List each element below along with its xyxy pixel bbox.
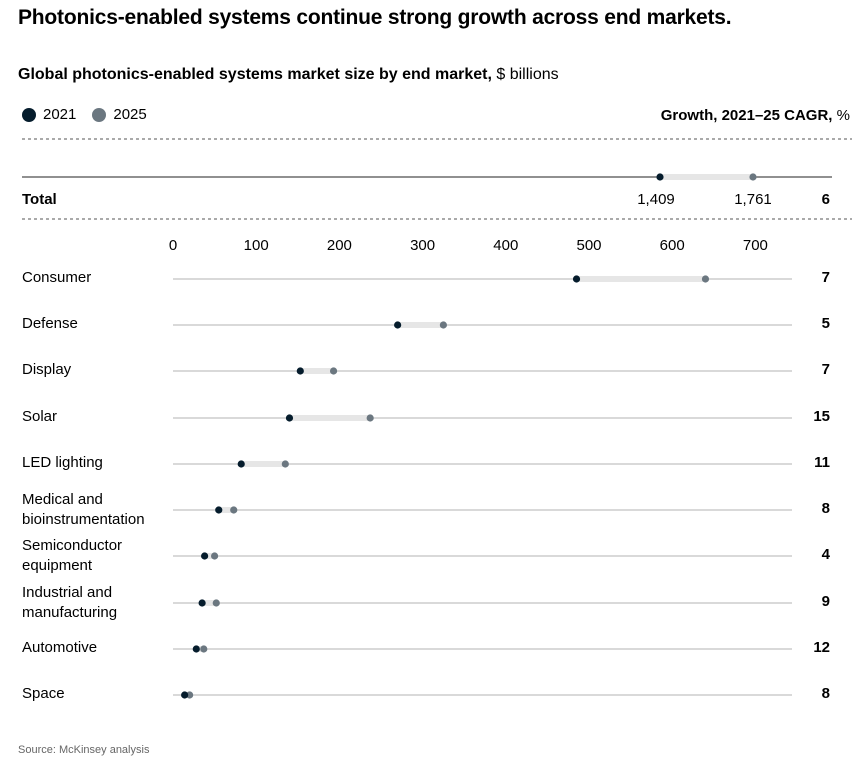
dot-2025 [281,460,289,468]
category-label-line: Semiconductor [22,537,123,554]
category-label: Automotive [22,638,172,658]
x-tick-label: 700 [743,237,768,254]
source-note: Source: McKinsey analysis [18,744,150,756]
dot-2021 [285,414,294,422]
cagr-value: 11 [814,454,830,471]
subtitle-text: Global photonics-enabled systems market … [18,66,492,83]
dot-2021 [572,275,581,283]
category-label-line: Medical and [22,491,103,508]
dot-2025 [212,599,220,607]
category-label-line: Defense [22,315,78,332]
category-label: Space [22,684,172,704]
total-value-2025: 1,761 [734,191,772,208]
category-label-line: Solar [22,408,58,425]
x-tick-label: 500 [576,237,601,254]
dot-2025 [701,275,710,283]
category-label: Defense [22,314,172,334]
x-tick-label: 100 [244,237,269,254]
legend-swatch-2021 [22,107,36,122]
x-tick-label: 200 [327,237,352,254]
subtitle-unit: $ billions [491,66,559,83]
dot-2025 [186,691,194,699]
dot-2025 [211,552,219,560]
category-label-line: manufacturing [22,604,118,621]
growth-header-unit: % [832,107,850,124]
cagr-value: 12 [813,639,830,656]
category-label-line: Display [22,361,72,378]
category-label-line: Automotive [22,639,98,656]
category-label-line: Consumer [22,269,92,286]
growth-header-text: Growth, 2021–25 CAGR, [660,107,833,124]
dot-2021 [192,645,200,653]
category-label: Solar [22,407,172,427]
dot-2021 [296,367,304,375]
cagr-value: 8 [821,500,830,517]
dot-2025 [200,645,208,653]
x-tick-label: 0 [169,237,177,254]
category-label-line: bioinstrumentation [22,511,145,528]
legend-item-2021: 2021 [22,106,76,123]
cagr-value: 5 [821,315,830,332]
category-label: LED lighting [22,453,172,473]
dot-2021 [215,506,223,514]
chart-title: Photonics-enabled systems continue stron… [18,6,732,29]
category-label-line: Space [22,685,65,702]
total-dot-2021 [656,173,664,181]
total-dot-2025 [749,173,757,181]
dot-2025 [230,506,238,514]
x-tick-label: 400 [493,237,518,254]
total-cagr: 6 [822,191,830,208]
category-label: Semiconductor equipment [22,536,172,576]
dot-2025 [366,414,374,422]
total-value-2021: 1,409 [637,191,675,208]
chart-subtitle: Global photonics-enabled systems market … [18,66,559,84]
category-label-line: LED lighting [22,454,103,471]
cagr-value: 7 [821,361,830,378]
category-label: Industrial and manufacturing [22,583,172,623]
legend-label-2025: 2025 [113,106,147,123]
dot-2021 [198,599,206,607]
cagr-value: 9 [821,593,830,610]
dot-2021 [201,552,209,560]
legend-label-2021: 2021 [43,106,77,123]
x-tick-label: 300 [410,237,435,254]
category-label-line: equipment [22,557,93,574]
growth-header: Growth, 2021–25 CAGR, % [661,107,850,124]
dot-2021 [394,321,402,329]
cagr-value: 8 [821,685,830,702]
legend-swatch-2025 [92,107,107,122]
legend-item-2025: 2025 [92,106,147,123]
dot-2025 [329,367,338,375]
cagr-value: 15 [813,408,830,425]
dot-2021 [181,691,189,699]
category-label-line: Industrial and [22,584,113,601]
category-label: Medical and bioinstrumentation [22,490,172,530]
category-label: Display [22,360,172,380]
category-label: Consumer [22,268,172,288]
x-tick-label: 600 [660,237,685,254]
cagr-value: 7 [821,269,830,286]
legend: 2021 2025 [22,106,163,123]
dot-2025 [439,321,447,329]
dot-2021 [237,460,245,468]
cagr-value: 4 [821,546,830,563]
total-label: Total [22,191,57,208]
